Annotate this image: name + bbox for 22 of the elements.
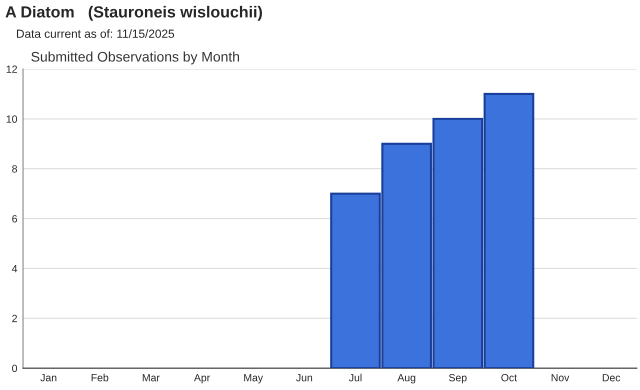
x-tick-label: Aug [397, 374, 416, 384]
text: Submitted Observations by Month [31, 51, 240, 64]
x-tick-label: Jun [296, 374, 312, 382]
x-tick-label: Jul [349, 374, 362, 382]
y-tick-label: 12 [6, 66, 17, 73]
y-tick-label: 6 [12, 215, 18, 222]
x-tick-label: Nov [552, 374, 570, 382]
y-tick-label: 8 [12, 165, 18, 173]
y-tick-label: 4 [12, 265, 18, 272]
chart-title: A Diatom (Stauroneis wislouchii) [6, 6, 262, 21]
y-tick-label: 0 [12, 364, 18, 372]
x-tick-label: Dec [602, 374, 620, 382]
y-tick-label: 2 [12, 314, 17, 322]
x-tick-label: Apr [194, 374, 210, 384]
x-tick-label: May [244, 374, 264, 384]
x-tick-label: Jan [40, 374, 56, 382]
x-tick-label: Oct [501, 374, 517, 382]
x-tick-label: Feb [92, 374, 108, 382]
y-tick-label: 10 [6, 115, 18, 123]
x-tick-label: Mar [142, 374, 160, 382]
x-tick-label: Sep [448, 374, 467, 384]
chart-subtitle: Data current as of: 11/15/2025 [16, 29, 174, 38]
